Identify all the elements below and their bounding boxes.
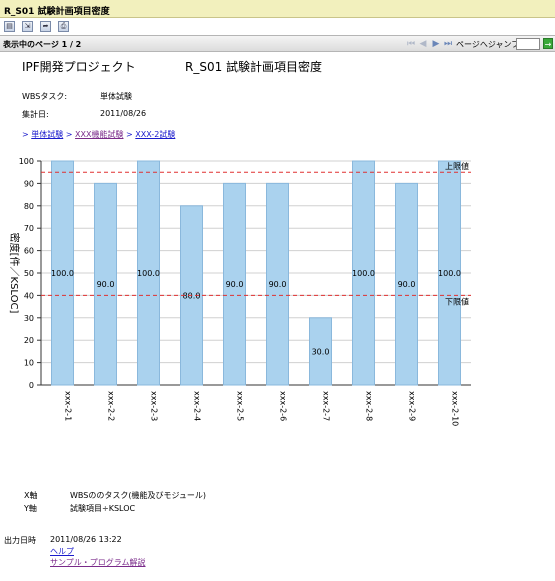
- print-icon[interactable]: ⎙: [58, 21, 69, 32]
- date-label: 集計日:: [22, 110, 49, 119]
- breadcrumb-unit-test[interactable]: 単体試験: [31, 130, 64, 139]
- export-icon[interactable]: ⇲: [22, 21, 33, 32]
- y-tick-label: 70: [24, 224, 34, 233]
- y-tick-label: 10: [24, 359, 34, 368]
- y-tick-label: 80: [24, 202, 34, 211]
- sample-link-wrap: サンプル・プログラム解説: [50, 557, 146, 568]
- y-tick-label: 90: [24, 179, 34, 188]
- y-tick-label: 40: [24, 291, 34, 300]
- bar-data-label: 100.0: [352, 269, 375, 278]
- breadcrumb-xxx2-test[interactable]: XXX-2試験: [135, 130, 176, 139]
- y-tick-label: 30: [24, 314, 34, 323]
- x-tick-label: xxx-2-9: [408, 391, 417, 421]
- go-button[interactable]: →: [543, 38, 553, 49]
- page-info: 表示中のページ 1 / 2: [3, 40, 82, 49]
- bar: [309, 317, 332, 386]
- y-tick-label: 50: [24, 269, 34, 278]
- help-link[interactable]: ヘルプ: [50, 547, 74, 556]
- y-axis-title: 密度[件／KSLOC]: [8, 233, 21, 314]
- bar: [266, 182, 289, 386]
- window-title: R_S01 試験計画項目密度: [0, 0, 555, 18]
- x-tick-label: xxx-2-1: [64, 391, 73, 421]
- x-tick-label: xxx-2-2: [107, 391, 116, 421]
- forward-icon[interactable]: ➦: [40, 21, 51, 32]
- report-title: R_S01 試験計画項目密度: [185, 60, 323, 74]
- x-axis-description: WBSののタスク(機能及びモジュール): [70, 491, 207, 500]
- x-tick-label: xxx-2-3: [150, 391, 159, 421]
- breadcrumb: > 単体試験 > XXX機能試験 > XXX-2試験: [22, 129, 175, 140]
- bar: [395, 182, 418, 386]
- report-content: IPF開発プロジェクト R_S01 試験計画項目密度 WBSタスク: 単体試験 …: [0, 53, 555, 581]
- bar-data-label: 90.0: [398, 280, 416, 289]
- y-tick-label: 20: [24, 336, 34, 345]
- bar-data-label: 100.0: [438, 269, 461, 278]
- page-navigation-bar: 表示中のページ 1 / 2 ⏮ ◀ ▶ ⏭ ページへジャンプ: →: [0, 35, 555, 52]
- project-name: IPF開発プロジェクト: [22, 60, 136, 74]
- bar: [137, 160, 160, 386]
- bar-data-label: 90.0: [97, 280, 115, 289]
- date-value: 2011/08/26: [100, 109, 147, 118]
- breadcrumb-separator: >: [126, 130, 133, 139]
- last-page-icon[interactable]: ⏭: [443, 39, 453, 49]
- output-datetime: 2011/08/26 13:22: [50, 535, 122, 544]
- prev-page-icon[interactable]: ◀: [419, 39, 427, 49]
- jump-label: ページへジャンプ:: [456, 40, 522, 49]
- toolbar: ▤ ⇲ ➦ ⎙: [0, 18, 555, 35]
- bar-data-label: 100.0: [51, 269, 74, 278]
- x-tick-label: xxx-2-4: [193, 391, 202, 421]
- y-tick-label: 0: [29, 381, 34, 390]
- bar: [94, 182, 117, 386]
- next-page-icon[interactable]: ▶: [432, 39, 440, 49]
- wbs-label: WBSタスク:: [22, 92, 68, 101]
- y-tick-label: 60: [24, 247, 34, 256]
- sample-program-link[interactable]: サンプル・プログラム解説: [50, 558, 146, 567]
- page-jump-input[interactable]: [516, 38, 540, 50]
- output-label: 出力日時: [4, 536, 36, 545]
- bar-data-label: 30.0: [312, 347, 330, 356]
- bar: [51, 160, 74, 386]
- x-tick-label: xxx-2-10: [451, 391, 460, 426]
- y-axis-label: Y軸: [24, 504, 37, 513]
- x-axis-label: X軸: [24, 491, 38, 500]
- bar: [223, 182, 246, 386]
- first-page-icon[interactable]: ⏮: [406, 39, 416, 49]
- breadcrumb-separator: >: [65, 130, 73, 139]
- breadcrumb-function-test[interactable]: XXX機能試験: [75, 130, 124, 139]
- bar: [438, 160, 461, 386]
- bar-data-label: 90.0: [269, 280, 287, 289]
- bar: [352, 160, 375, 386]
- density-bar-chart: 0 10 20 30 40 50 60 70 80 90 100 100.0 xxx-2-1 90.0 xx…: [8, 157, 471, 426]
- x-tick-label: xxx-2-8: [365, 391, 374, 421]
- reference-line-label: 上限値: [445, 161, 469, 171]
- breadcrumb-prefix: >: [22, 130, 29, 139]
- bar-data-label: 100.0: [137, 269, 160, 278]
- wbs-value: 単体試験: [100, 92, 132, 101]
- x-tick-label: xxx-2-5: [236, 391, 245, 421]
- bar-data-label: 90.0: [226, 280, 244, 289]
- x-tick-label: xxx-2-7: [322, 391, 331, 421]
- help-link-wrap: ヘルプ: [50, 546, 74, 557]
- y-axis-description: 試験項目÷KSLOC: [70, 504, 136, 513]
- save-icon[interactable]: ▤: [4, 21, 15, 32]
- y-tick-label: 100: [19, 157, 34, 166]
- x-tick-label: xxx-2-6: [279, 391, 288, 421]
- reference-line-label: 下限値: [445, 296, 469, 306]
